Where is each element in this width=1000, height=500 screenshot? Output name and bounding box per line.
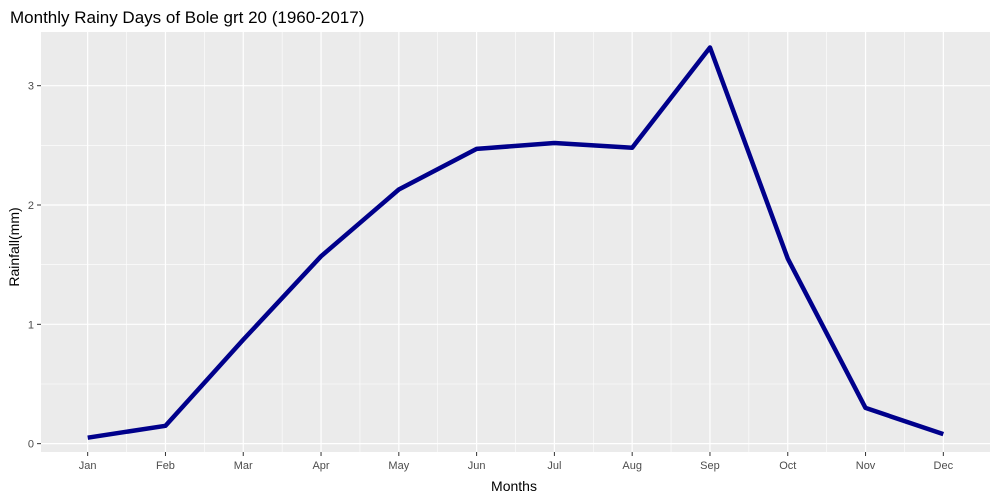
x-tick-label: Jun xyxy=(468,460,486,472)
y-tick-label: 3 xyxy=(28,81,34,93)
x-tick-label: Jan xyxy=(79,460,97,472)
major-gridlines xyxy=(41,32,990,452)
x-tick-label: Mar xyxy=(234,460,253,472)
y-tick-label: 1 xyxy=(28,319,34,331)
y-tick-label: 0 xyxy=(28,439,34,451)
x-tick-label: Sep xyxy=(700,460,720,472)
y-axis-title: Rainfall(mm) xyxy=(6,207,22,286)
x-tick-label: Dec xyxy=(934,460,954,472)
x-tick-label: May xyxy=(388,460,409,472)
x-axis-title: Months xyxy=(491,478,537,494)
y-axis: 0 1 2 3 xyxy=(28,81,41,451)
x-tick-label: Oct xyxy=(779,460,796,472)
chart-title: Monthly Rainy Days of Bole grt 20 (1960-… xyxy=(10,8,364,27)
series-layer xyxy=(87,45,945,440)
x-tick-label: Aug xyxy=(622,460,642,472)
x-axis: Jan Feb Mar Apr May Jun Jul Aug Sep Oct Nov Dec xyxy=(79,452,954,472)
x-tick-label: Feb xyxy=(156,460,175,472)
y-tick-label: 2 xyxy=(28,200,34,212)
series-line xyxy=(87,45,945,440)
x-tick-label: Jul xyxy=(547,460,561,472)
x-tick-label: Apr xyxy=(312,460,329,472)
x-tick-label: Nov xyxy=(856,460,876,472)
